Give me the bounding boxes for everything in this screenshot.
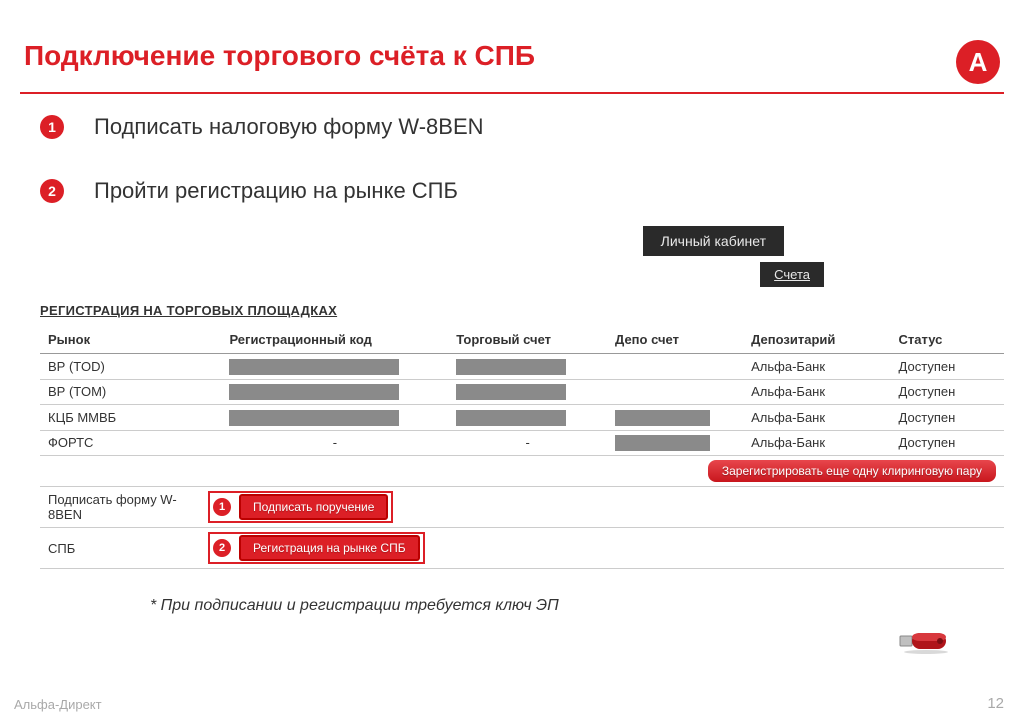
page-number: 12 [987, 695, 1004, 712]
cell-torg [448, 379, 607, 405]
action-highlight: 2 Регистрация на рынке СПБ [208, 532, 425, 564]
nav-accounts-link[interactable]: Счета [760, 262, 824, 287]
step-number-small: 2 [213, 539, 231, 557]
cell-rynok: ВР (TOD) [40, 354, 221, 380]
header-divider [20, 92, 1004, 94]
cell-regcode [221, 379, 448, 405]
cell-depozit: Альфа-Банк [743, 354, 890, 380]
th-rynok: Рынок [40, 326, 221, 354]
cell-depo [607, 354, 743, 380]
usb-key-icon [898, 630, 954, 654]
registration-table: Рынок Регистрационный код Торговый счет … [40, 326, 1004, 487]
cell-depo [607, 430, 743, 456]
th-depozit: Депозитарий [743, 326, 890, 354]
masked-value [456, 359, 566, 375]
cell-depozit: Альфа-Банк [743, 430, 890, 456]
cell-torg [448, 354, 607, 380]
step-text: Подписать налоговую форму W-8BEN [94, 114, 484, 140]
cell-depozit: Альфа-Банк [743, 405, 890, 431]
cell-torg: - [448, 430, 607, 456]
page-title: Подключение торгового счёта к СПБ [24, 40, 535, 72]
step-1: 1 Подписать налоговую форму W-8BEN [40, 114, 1004, 140]
step-number-small: 1 [213, 498, 231, 516]
masked-value [456, 410, 566, 426]
table-row: ФОРТС - - Альфа-Банк Доступен [40, 430, 1004, 456]
table-row: КЦБ ММВБ Альфа-Банк Доступен [40, 405, 1004, 431]
table-row-action: Зарегистрировать еще одну клиринговую па… [40, 456, 1004, 487]
cell-rynok: ФОРТС [40, 430, 221, 456]
footnote-text: * При подписании и регистрации требуется… [150, 597, 1004, 615]
step-number-badge: 2 [40, 179, 64, 203]
sub-actions-table: Подписать форму W-8BEN 1 Подписать поруч… [40, 487, 1004, 569]
masked-value [229, 384, 399, 400]
nav-cabinet-button[interactable]: Личный кабинет [643, 226, 784, 256]
footer-brand: Альфа-Директ [14, 697, 102, 712]
cell-status: Доступен [891, 430, 1004, 456]
th-regcode: Регистрационный код [221, 326, 448, 354]
sub-label: Подписать форму W-8BEN [40, 487, 200, 528]
cell-regcode: - [221, 430, 448, 456]
cell-regcode [221, 405, 448, 431]
action-highlight: 1 Подписать поручение [208, 491, 393, 523]
step-text: Пройти регистрацию на рынке СПБ [94, 178, 458, 204]
cell-regcode [221, 354, 448, 380]
sub-label: СПБ [40, 528, 200, 569]
sign-order-button[interactable]: Подписать поручение [239, 494, 388, 520]
table-row: Подписать форму W-8BEN 1 Подписать поруч… [40, 487, 1004, 528]
cell-rynok: КЦБ ММВБ [40, 405, 221, 431]
th-depo: Депо счет [607, 326, 743, 354]
table-row: СПБ 2 Регистрация на рынке СПБ [40, 528, 1004, 569]
masked-value [615, 410, 710, 426]
cell-depo [607, 379, 743, 405]
cell-status: Доступен [891, 379, 1004, 405]
cell-depozit: Альфа-Банк [743, 379, 890, 405]
th-torg: Торговый счет [448, 326, 607, 354]
cell-depo [607, 405, 743, 431]
table-row: ВР (TOM) Альфа-Банк Доступен [40, 379, 1004, 405]
cell-rynok: ВР (TOM) [40, 379, 221, 405]
cell-torg [448, 405, 607, 431]
cell-status: Доступен [891, 405, 1004, 431]
masked-value [615, 435, 710, 451]
masked-value [229, 359, 399, 375]
step-2: 2 Пройти регистрацию на рынке СПБ [40, 178, 1004, 204]
register-pair-button[interactable]: Зарегистрировать еще одну клиринговую па… [708, 460, 996, 482]
table-row: ВР (TOD) Альфа-Банк Доступен [40, 354, 1004, 380]
th-status: Статус [891, 326, 1004, 354]
section-title: РЕГИСТРАЦИЯ НА ТОРГОВЫХ ПЛОЩАДКАХ [40, 303, 1004, 318]
brand-logo: А [956, 40, 1000, 84]
masked-value [229, 410, 399, 426]
cell-status: Доступен [891, 354, 1004, 380]
masked-value [456, 384, 566, 400]
step-number-badge: 1 [40, 115, 64, 139]
register-spb-button[interactable]: Регистрация на рынке СПБ [239, 535, 420, 561]
